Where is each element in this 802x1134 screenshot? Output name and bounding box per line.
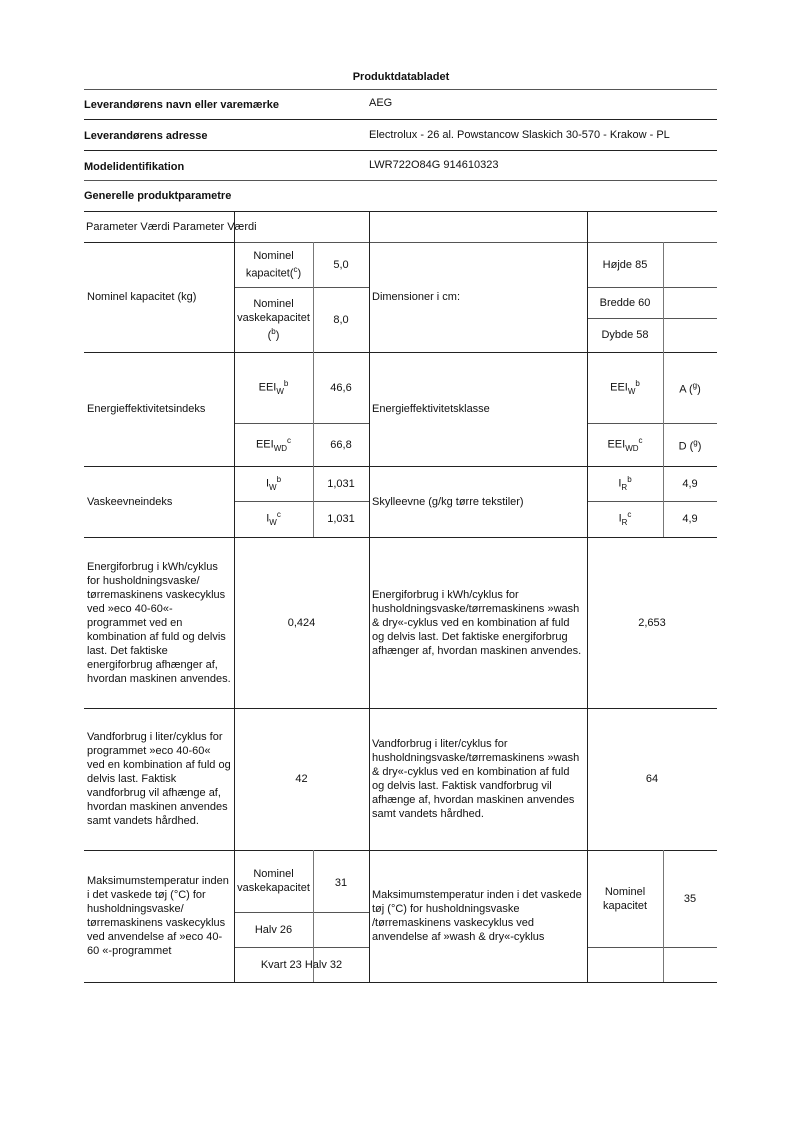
temp-rated-label: Nominel vaskekapacitet [237, 868, 310, 894]
grid-line [84, 982, 717, 983]
temp-washdry-rated-label: Nominel kapacitet [602, 885, 648, 912]
grid-line [663, 242, 664, 537]
dimension-height: Højde 85 [602, 258, 648, 271]
grid-line [313, 850, 314, 982]
water-washdry-value: 64 [645, 773, 659, 785]
supplier-name-label: Leverandørens navn eller varemærke [84, 99, 280, 111]
washing-w-value: 1,031 [327, 477, 355, 490]
grid-line [84, 708, 717, 709]
capacity-label: Nominel kapacitet (kg) [87, 291, 197, 303]
washing-w2-value: 1,031 [327, 513, 355, 525]
grid-line [234, 947, 369, 948]
section-heading: Generelle produktparametre [84, 190, 232, 202]
supplier-name-value: AEG [369, 97, 393, 109]
rated-wash-capacity-value: 8,0 [333, 313, 349, 326]
page-title: Produktdatabladet [352, 71, 450, 83]
rinsing-r-value: 4,9 [682, 477, 698, 490]
grid-line [587, 287, 717, 288]
rinsing-r2-value: 4,9 [682, 513, 698, 525]
grid-line [84, 466, 717, 467]
grid-line [369, 211, 370, 982]
grid-line [587, 423, 717, 424]
temp-washdry-label: Maksimumstemperatur inden i det vaskede … [372, 889, 582, 943]
supplier-address-label: Leverandørens adresse [84, 130, 208, 142]
grid-line [234, 501, 369, 502]
grid-line [587, 947, 717, 948]
eec-w-symbol: EEIWb [610, 378, 640, 396]
eei-label: Energieffektivitetsindeks [87, 403, 206, 415]
energy-eco-value: 0,424 [287, 616, 316, 629]
eec-wd-value: D (g) [678, 437, 702, 453]
energy-washdry-value: 2,653 [638, 616, 666, 629]
washing-w-symbol: IWb [265, 474, 282, 492]
washing-w2-symbol: IWc [266, 510, 281, 527]
dimensions-label: Dimensioner i cm: [372, 291, 461, 303]
grid-line [234, 423, 369, 424]
eec-wd-symbol: EEIWDc [607, 435, 643, 453]
temp-rated-value: 31 [334, 877, 348, 889]
eei-w-symbol: EEIWb [258, 378, 289, 396]
model-id-label: Modelidentifikation [84, 161, 185, 173]
grid-line [234, 211, 235, 982]
rinsing-r2-symbol: IRc [618, 510, 632, 527]
grid-line [84, 352, 717, 353]
dimension-depth: Dybde 58 [601, 329, 649, 341]
divider [84, 150, 717, 151]
rinsing-r-symbol: IRb [618, 474, 632, 492]
model-id-value: LWR722O84G 914610323 [369, 159, 499, 171]
grid-line [587, 211, 588, 982]
temp-eco-label: Maksimumstemperatur inden i det vaskede … [87, 875, 229, 957]
temp-quarter-half: Kvart 23 Halv 32 [260, 958, 343, 971]
grid-line [313, 242, 314, 537]
eei-wd-value: 66,8 [330, 438, 352, 451]
temp-half: Halv 26 [254, 923, 293, 936]
water-eco-value: 42 [295, 773, 308, 785]
divider [84, 180, 717, 181]
grid-line [663, 850, 664, 982]
washing-index-label: Vaskeevneindeks [87, 495, 173, 508]
supplier-address-value: Electrolux - 26 al. Powstancow Slaskich … [369, 129, 670, 141]
eei-wd-symbol: EEIWDc [255, 435, 292, 453]
table-top-border [84, 211, 717, 212]
rated-wash-capacity-label: Nominel vaskekapacitet (b) [237, 297, 310, 342]
eec-label: Energieffektivitetsklasse [372, 403, 490, 415]
grid-line [234, 912, 369, 913]
grid-line [587, 318, 717, 319]
grid-line [587, 501, 717, 502]
grid-line [84, 537, 717, 538]
grid-line [234, 242, 717, 243]
eei-w-value: 46,6 [330, 381, 352, 394]
temp-washdry-rated-value: 35 [683, 892, 697, 905]
grid-line [84, 242, 234, 243]
energy-eco-label: Energiforbrug i kWh/cyklus for husholdni… [87, 560, 231, 685]
dimension-width: Bredde 60 [599, 296, 651, 309]
water-eco-label: Vandforbrug i liter/cyklus for programme… [87, 731, 231, 827]
rated-capacity-value: 5,0 [333, 258, 349, 271]
grid-line [84, 850, 717, 851]
grid-line [234, 287, 369, 288]
rated-capacity-label: Nominel kapacitet(c) [245, 249, 302, 280]
divider [84, 89, 717, 90]
rinsing-label: Skylleevne (g/kg tørre tekstiler) [372, 495, 524, 508]
water-washdry-label: Vandforbrug i liter/cyklus for husholdni… [372, 738, 580, 820]
energy-washdry-label: Energiforbrug i kWh/cyklus for husholdni… [372, 588, 582, 657]
table-header: Parameter Værdi Parameter Værdi [86, 221, 257, 233]
eec-w-value: A (g) [679, 380, 701, 396]
divider [84, 119, 717, 120]
